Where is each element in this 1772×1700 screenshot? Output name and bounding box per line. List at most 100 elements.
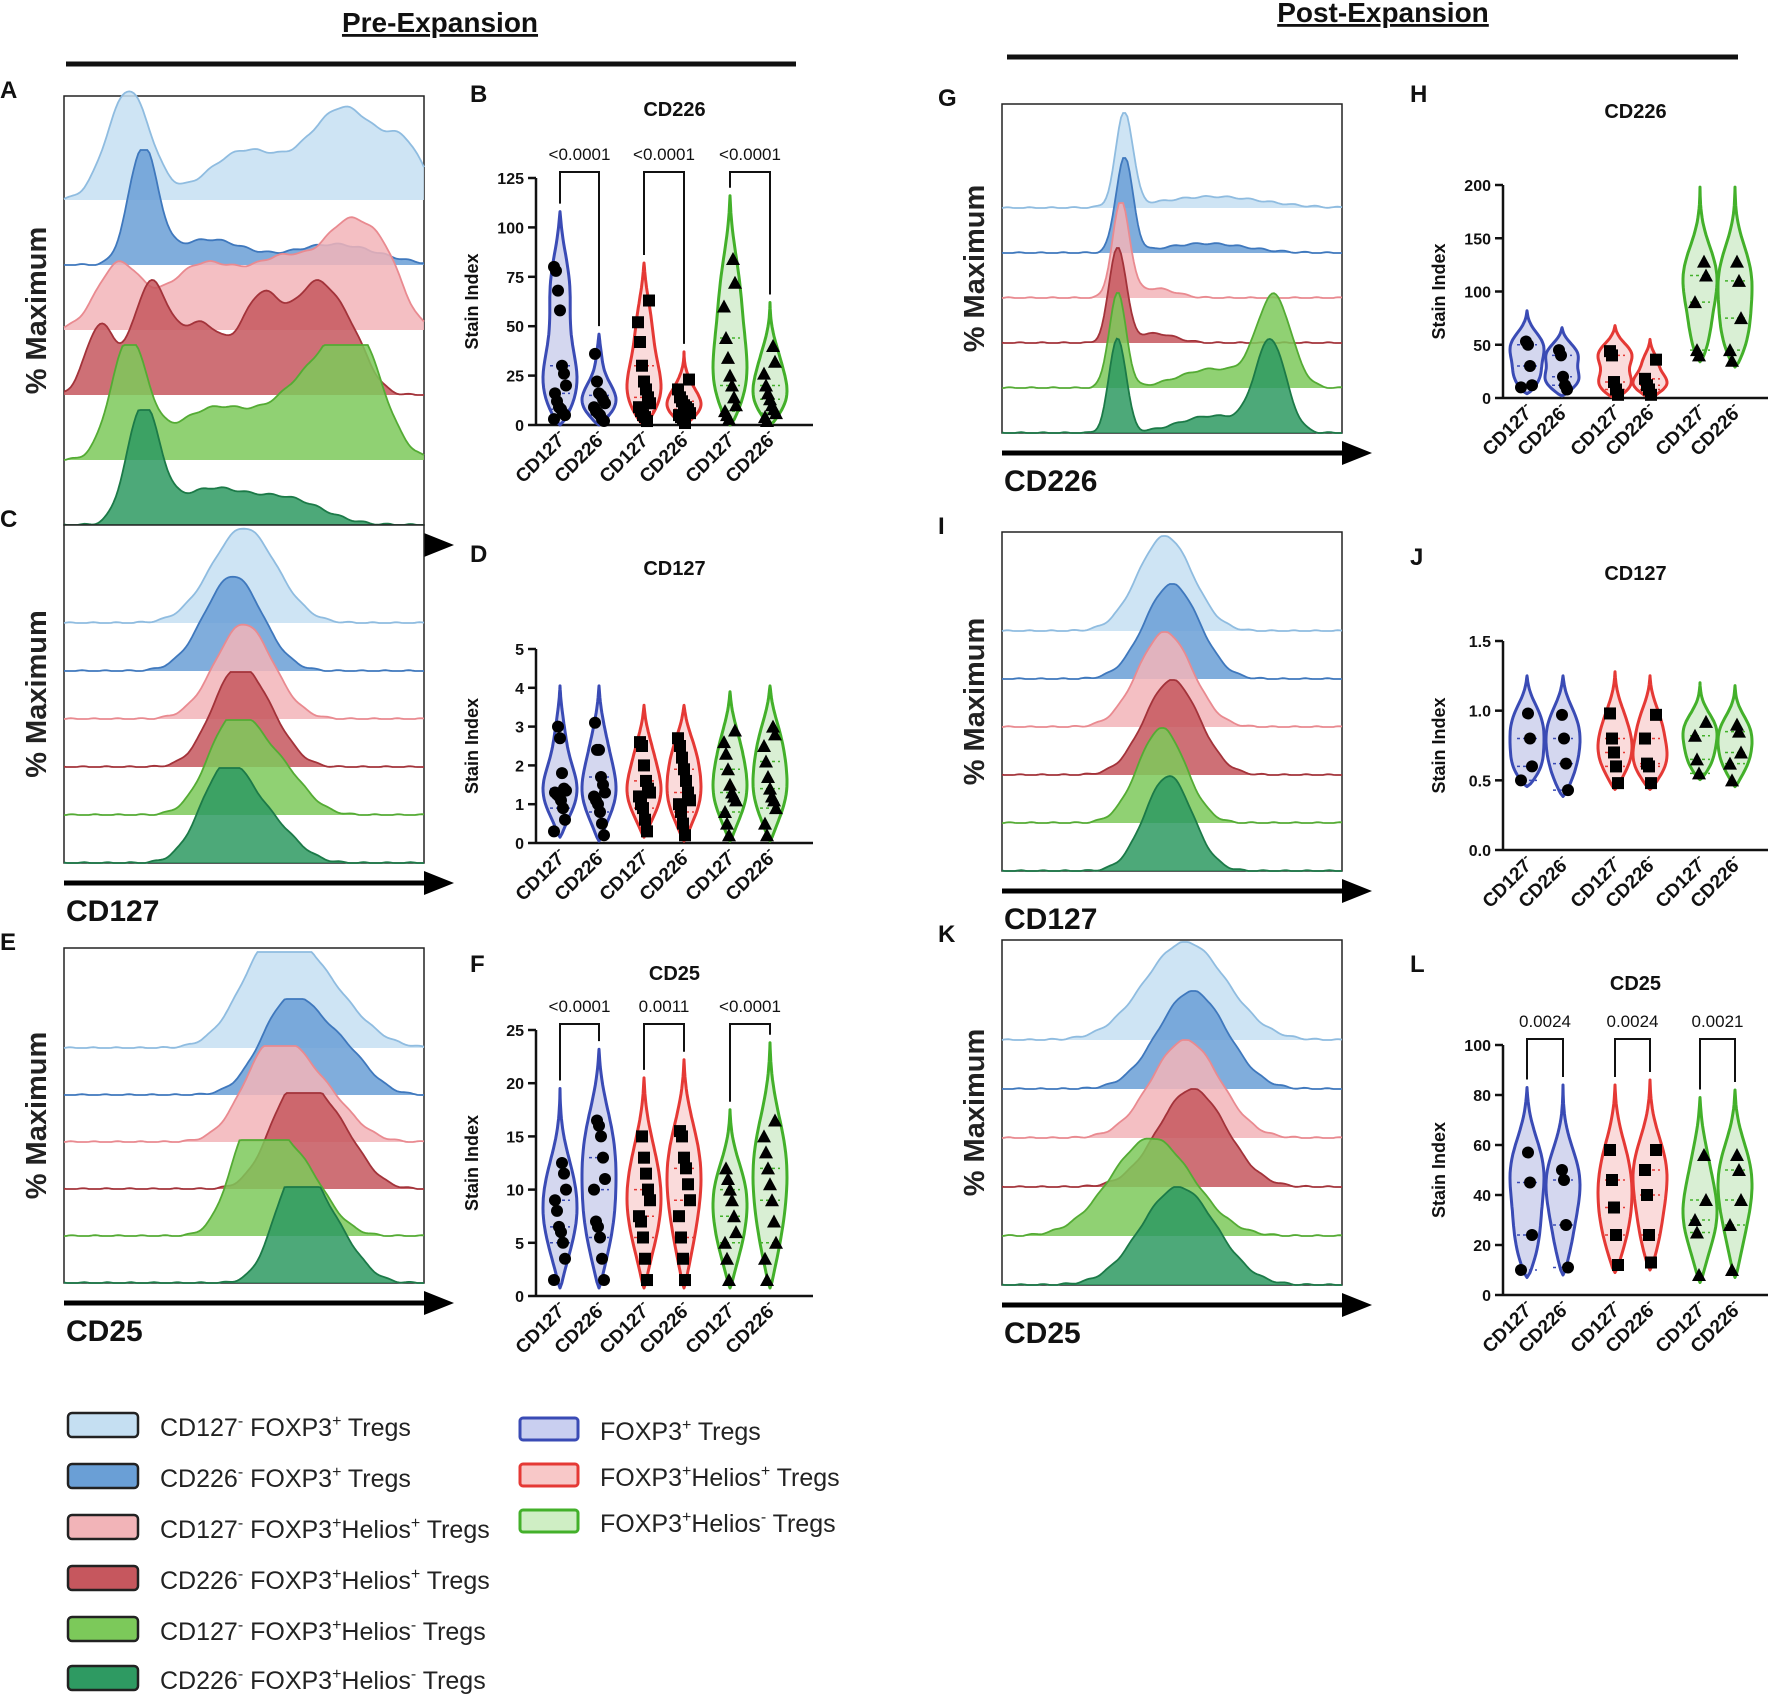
data-point xyxy=(722,828,736,842)
data-point xyxy=(768,727,782,741)
data-point xyxy=(556,359,568,372)
y-tick-label: 100 xyxy=(1464,1038,1491,1055)
histogram-trace-outline-6 xyxy=(1001,775,1342,872)
data-point xyxy=(556,1157,568,1169)
histogram-trace-outline-2 xyxy=(63,575,424,672)
y-axis-label: Stain Index xyxy=(1429,1122,1449,1218)
data-point xyxy=(560,379,572,392)
data-point xyxy=(765,1193,779,1207)
p-value-label: 0.0011 xyxy=(639,997,690,1016)
data-point xyxy=(1692,1268,1706,1281)
y-tick-label: 25 xyxy=(506,1023,524,1040)
data-point xyxy=(553,1220,565,1233)
chart-title: CD127 xyxy=(1604,563,1666,585)
legend-hist-label: CD127 xyxy=(160,1618,238,1646)
data-point xyxy=(760,1273,774,1287)
data-point xyxy=(723,1182,737,1196)
legend-hist-item-5: CD127- FOXP3+Helios- Tregs xyxy=(66,1615,486,1646)
y-tick-label: 125 xyxy=(497,171,524,188)
y-tick-label: 100 xyxy=(497,220,524,237)
violin-shape xyxy=(1681,681,1719,782)
data-point xyxy=(726,252,740,266)
data-point xyxy=(639,1252,651,1265)
data-point xyxy=(719,746,733,760)
histogram-ylabel: % Maximum xyxy=(21,1032,53,1200)
data-point xyxy=(1641,757,1653,770)
histogram-ylabel: % Maximum xyxy=(959,185,991,353)
data-point xyxy=(727,1209,741,1223)
histogram-trace-outline-6 xyxy=(1001,1186,1342,1286)
y-tick-label: 15 xyxy=(506,1129,524,1146)
data-point xyxy=(1522,1146,1534,1159)
violin-shape xyxy=(1543,326,1581,398)
data-point xyxy=(638,759,650,772)
y-tick-label: 20 xyxy=(1473,1238,1491,1255)
data-point xyxy=(594,1231,606,1244)
legend-violin-label: FOXP3 xyxy=(600,1418,682,1446)
data-point xyxy=(1604,707,1616,720)
data-point xyxy=(1688,728,1702,742)
histogram-panel-c: C % Maximum CD127 xyxy=(0,506,454,928)
data-point xyxy=(677,1252,689,1265)
y-tick-label: 0 xyxy=(515,836,524,853)
histogram-trace-outline-6 xyxy=(1001,337,1342,434)
histogram-ylabel: % Maximum xyxy=(21,227,53,395)
data-point xyxy=(591,1114,603,1127)
chart-title: CD25 xyxy=(1610,973,1661,995)
data-point xyxy=(723,777,737,791)
histogram-trace-5 xyxy=(1002,728,1342,823)
data-point xyxy=(718,804,732,818)
data-point xyxy=(1522,707,1534,720)
histogram-trace-outline-1 xyxy=(63,527,425,624)
violin-panel-b: B CD226 0 25 50 75 100 125 Stain Index <0.0001 <0.… xyxy=(462,81,813,487)
data-point xyxy=(767,1214,781,1228)
arrowhead-icon xyxy=(424,1291,454,1315)
data-point xyxy=(595,1130,607,1143)
data-point xyxy=(1730,1148,1744,1161)
violin-shape xyxy=(580,1047,618,1290)
pre-expansion-title: Pre-Expansion xyxy=(342,7,538,38)
histogram-marker-label: CD25 xyxy=(1004,1317,1081,1350)
data-point xyxy=(721,762,735,776)
data-point xyxy=(1688,295,1702,309)
legend-hist-swatch-4 xyxy=(66,1564,140,1592)
panel-letter: E xyxy=(0,929,16,956)
y-tick-label: 10 xyxy=(506,1183,524,1200)
histogram-trace-outline-3 xyxy=(1001,202,1343,299)
histogram-trace-2 xyxy=(1002,991,1342,1089)
significance-bracket xyxy=(643,1023,685,1070)
violin-shape xyxy=(1716,185,1754,369)
data-point xyxy=(1699,268,1713,282)
data-point xyxy=(637,1231,649,1244)
data-point xyxy=(757,739,771,752)
histogram-ylabel: % Maximum xyxy=(959,618,991,786)
data-point xyxy=(759,1145,773,1159)
data-point xyxy=(1730,254,1744,268)
data-point xyxy=(679,1274,691,1287)
histogram-marker-label: CD226 xyxy=(1004,465,1097,498)
histogram-marker-label: CD127 xyxy=(1004,903,1097,936)
data-point xyxy=(757,1129,771,1143)
data-point xyxy=(675,1231,687,1244)
data-point xyxy=(1515,774,1527,787)
histogram-trace-outline-2 xyxy=(1001,583,1342,680)
y-tick-label: 0 xyxy=(515,418,524,435)
data-point xyxy=(1612,1259,1624,1271)
data-point xyxy=(591,743,603,756)
histogram-trace-outline-5 xyxy=(64,719,425,816)
legend-violin-swatch-2 xyxy=(518,1462,580,1488)
data-point xyxy=(722,1273,736,1287)
p-value-label: <0.0001 xyxy=(549,145,611,164)
y-tick-label: 0.5 xyxy=(1469,773,1491,790)
histogram-trace-outline-3 xyxy=(1001,631,1343,728)
data-point xyxy=(1606,1174,1618,1186)
histogram-trace-outline-6 xyxy=(63,767,424,864)
y-axis-label: Stain Index xyxy=(462,698,482,794)
histogram-trace-2 xyxy=(64,150,424,265)
data-point xyxy=(1558,1174,1570,1186)
data-point xyxy=(763,1177,777,1191)
violin-shape xyxy=(1681,185,1719,364)
significance-bracket xyxy=(559,171,600,327)
data-point xyxy=(1604,1144,1616,1156)
